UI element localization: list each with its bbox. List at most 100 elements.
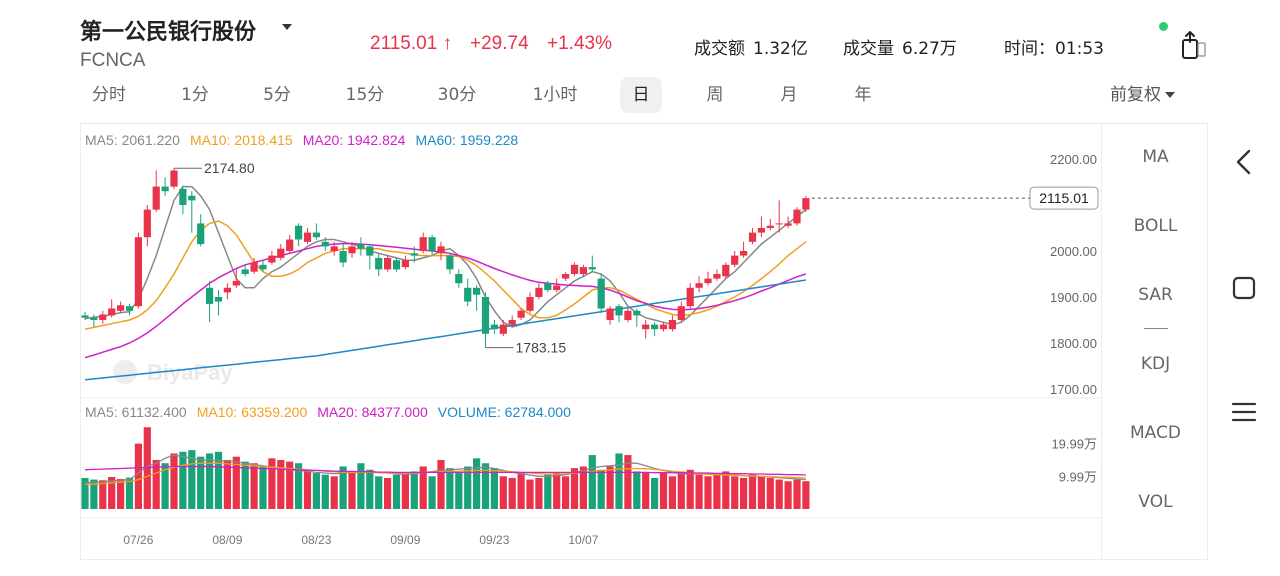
menu-icon[interactable] [1228,396,1260,428]
indicator-panel: MA BOLL SAR KDJ MACD VOL [1101,123,1208,560]
volume-bar [206,453,214,509]
indicator-sar[interactable]: SAR [1138,285,1173,305]
candle [384,255,392,272]
period-tab-30min[interactable]: 30分 [437,85,477,105]
current-price-tag-label: 2115.01 [1039,190,1089,206]
period-tab-day[interactable]: 日 [620,77,662,113]
price-legend-item: MA10: 2018.415 [190,132,293,148]
kline-chart[interactable]: BiyaPay MA5: 2061.220 MA10: 2018.415 MA20:… [81,124,1102,561]
candle [410,246,418,263]
candle [579,264,587,277]
period-tab-week[interactable]: 周 [706,85,724,105]
up-arrow-icon: ↑ [442,33,453,54]
volume-bar [357,463,365,509]
period-tab-year[interactable]: 年 [854,85,872,105]
period-tab-month[interactable]: 月 [780,85,798,105]
volume-ma5-line [84,454,806,484]
volume-bar [303,469,312,509]
period-tab-intraday[interactable]: 分时 [92,85,126,105]
period-tab-1hour[interactable]: 1小时 [532,85,578,105]
volume-bar [570,468,579,509]
indicator-macd[interactable]: MACD [1130,423,1181,443]
candle [775,200,783,233]
volume-bar [633,471,641,509]
adjust-label: 前复权 [1110,85,1161,105]
volume-legend-item: MA10: 63359.200 [197,404,308,420]
home-square-icon[interactable] [1228,272,1260,304]
volume-bar [659,473,668,509]
volume-bar [152,459,160,509]
indicator-vol[interactable]: VOL [1138,492,1173,512]
period-tab-15min[interactable]: 15分 [345,85,385,105]
candle [722,262,730,279]
time-label: 时间： [1004,39,1055,59]
back-icon[interactable] [1228,146,1260,178]
volume-bar [410,471,418,509]
volume-bar [748,474,757,509]
volume-bar [651,477,659,509]
volume-y-tick: 19.99万 [1051,437,1097,452]
volume-y-tick: 9.99万 [1059,469,1097,484]
volume-bar [428,476,436,509]
indicator-boll[interactable]: BOLL [1133,216,1178,236]
candle [615,303,623,323]
share-icon[interactable] [1178,28,1208,62]
volume-bar [686,469,694,509]
volume-bar [562,476,570,509]
ticker-symbol: FCNCA [80,50,146,71]
volume-bar [321,474,329,509]
turnover-stat: 成交额 1.32亿 [694,34,808,59]
volume-bar [544,474,552,509]
candle [179,185,187,215]
candle [757,216,765,238]
price-y-tick: 1900.00 [1050,290,1097,305]
volume-bar [437,459,445,509]
stock-switch-caret-icon[interactable] [282,24,292,30]
indicator-kdj[interactable]: KDJ [1140,354,1171,374]
volume-bar [695,474,703,509]
volume-bar [579,466,587,509]
candle [455,269,463,288]
candle [161,177,169,196]
price-ma5-line [84,185,807,328]
candle [713,269,721,281]
candle [241,264,249,277]
candle [490,320,498,334]
candle [401,255,409,270]
period-tab-1min[interactable]: 1分 [181,85,209,105]
volume-ma20-line [84,465,806,476]
price-ma60-line [84,279,807,381]
quote-header: 第一公民银行股份 FCNCA 2115.01 ↑ +29.74 +1.43% 成… [0,0,1280,76]
x-tick-label: 07/26 [123,533,153,547]
volume-legend-item: VOLUME: 62784.000 [438,404,571,420]
volume-bar [295,463,303,509]
candle [206,280,214,323]
candle [784,216,792,228]
candle [339,244,347,268]
last-price: 2115.01 ↑ [370,33,452,55]
price-y-tick: 1700.00 [1050,382,1097,397]
volume-bar [366,469,374,509]
volume-bar [615,453,623,509]
candle [766,218,774,231]
volume-bar [277,459,285,509]
stock-name[interactable]: 第一公民银行股份 [80,20,257,45]
candle [606,306,614,325]
volume-bar [375,476,383,509]
volume-bar [802,481,810,509]
volume-bar [188,450,196,509]
period-selector: 分时 1分 5分 15分 30分 1小时 日 周 月 年 前复权 [80,77,1208,113]
volume-bar [179,451,187,509]
volume-bar [481,463,490,509]
candle [250,257,258,274]
candle [570,262,579,277]
indicator-ma[interactable]: MA [1142,147,1169,167]
volume-bar [606,466,614,509]
adjust-dropdown[interactable]: 前复权 [1110,77,1175,113]
last-price-value: 2115.01 [370,33,438,54]
volume-bar [134,443,142,509]
period-tab-5min[interactable]: 5分 [263,85,291,105]
candle [348,241,356,258]
volume-label: 成交量 [843,39,894,59]
volume-bar [793,479,801,509]
